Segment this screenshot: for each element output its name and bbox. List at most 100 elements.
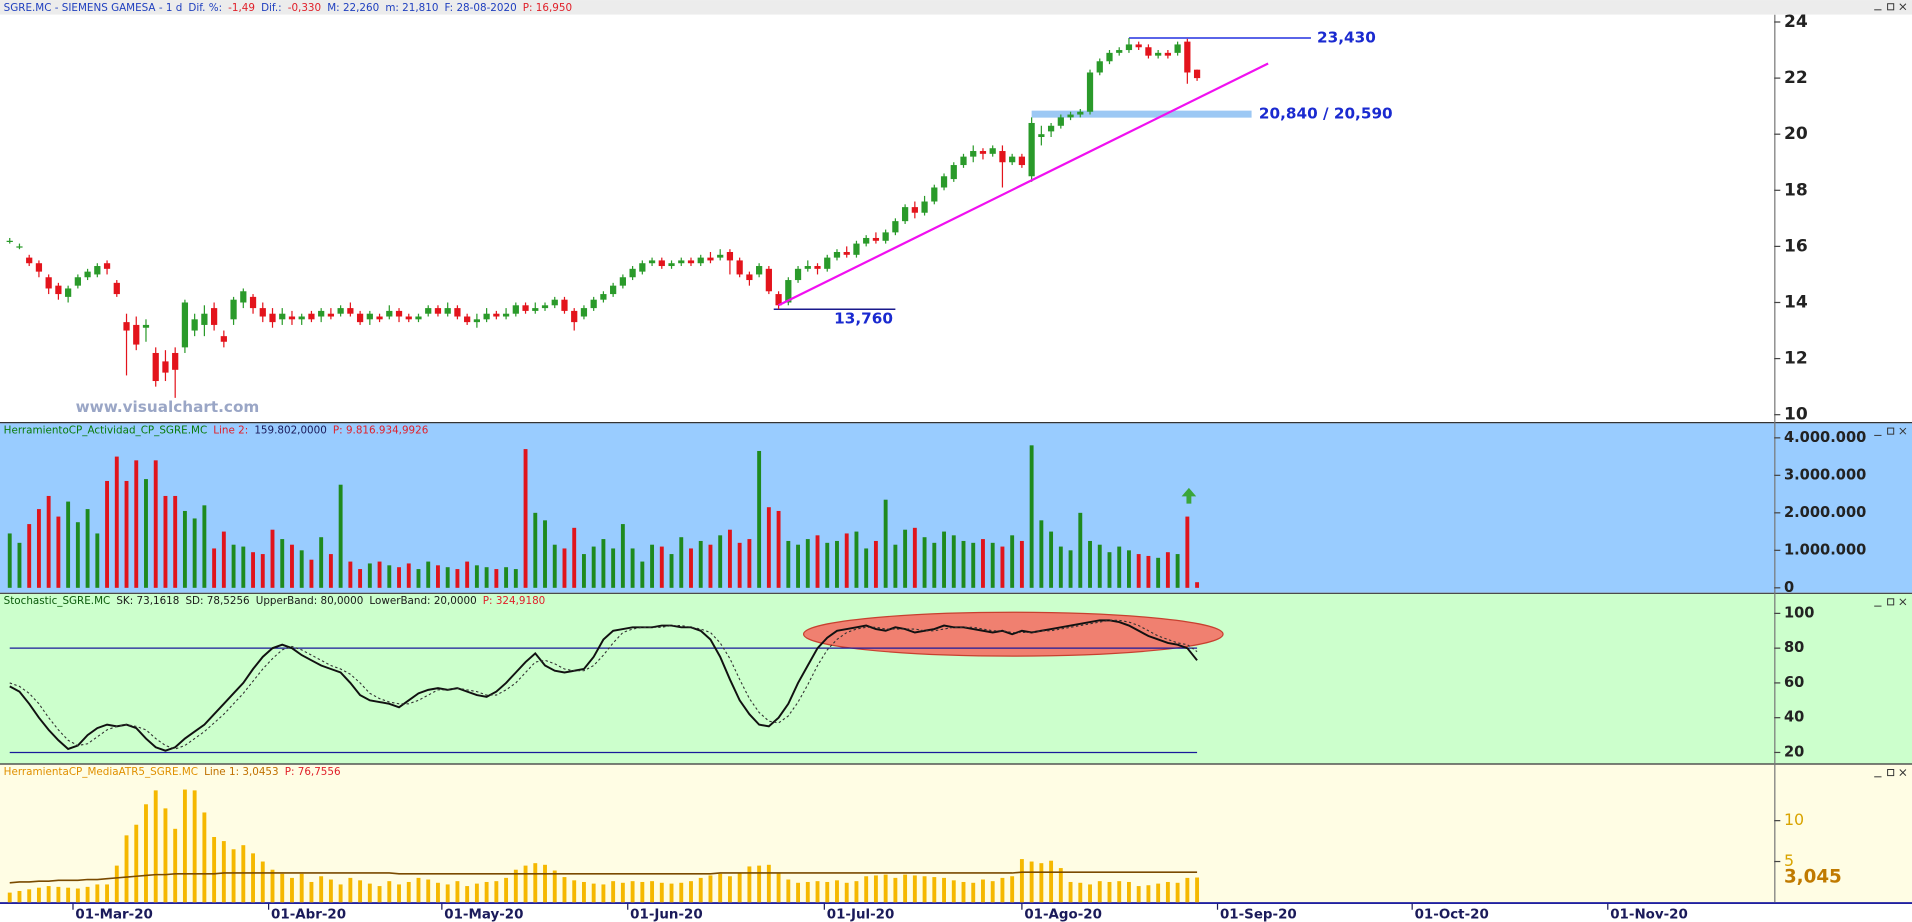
bar [581, 554, 586, 588]
bar [796, 882, 800, 903]
candle-body [327, 313, 335, 317]
candle-body [882, 232, 889, 241]
bar [484, 881, 489, 903]
bar [406, 881, 411, 903]
bar [815, 535, 820, 588]
bar [7, 533, 12, 588]
level-label: 23,430 [1317, 28, 1376, 46]
bar [708, 544, 713, 588]
bar [659, 882, 664, 903]
header-item: -1,49 [228, 2, 255, 14]
bar [95, 533, 100, 588]
bar [737, 542, 742, 588]
candle-body [65, 288, 72, 297]
bar [36, 509, 41, 588]
bar [669, 883, 674, 903]
title-bar [0, 0, 1912, 15]
x-tick-label: 01-Sep-20 [1220, 908, 1297, 922]
bar [981, 879, 985, 903]
bar [46, 886, 51, 903]
bar [1185, 877, 1190, 903]
bar [533, 863, 538, 903]
bar [513, 569, 518, 588]
candle-body [26, 257, 33, 264]
atr-panel [0, 764, 1912, 903]
bar [1078, 882, 1083, 903]
y-tick-label: 1.000.000 [1784, 541, 1866, 558]
bar [465, 561, 470, 588]
support-zone [1031, 110, 1252, 118]
candle-body [989, 148, 996, 154]
volume-plot [7, 445, 1200, 588]
x-tick-label: 01-Jul-20 [827, 908, 895, 922]
bar [367, 883, 372, 903]
header-item: UpperBand: 80,0000 [256, 595, 364, 607]
bar [873, 875, 878, 903]
series-line [9, 619, 1198, 750]
candle-body [376, 316, 383, 320]
candle-body [162, 361, 169, 373]
candle-body [746, 274, 753, 281]
bar [1117, 546, 1122, 588]
bar [231, 544, 236, 588]
bar [299, 873, 304, 903]
bar [1195, 582, 1200, 588]
bar [1175, 882, 1180, 903]
bar [367, 563, 372, 588]
bar [864, 876, 869, 903]
bar [105, 480, 110, 588]
bar [474, 565, 479, 588]
candle-body [55, 285, 62, 295]
bar [689, 881, 693, 903]
candle-body [833, 252, 841, 258]
bar [299, 550, 304, 588]
bar [786, 879, 791, 903]
bar [591, 546, 596, 588]
bar [669, 554, 674, 588]
candle-body [103, 263, 111, 269]
candle-body [318, 310, 325, 317]
date-axis [0, 902, 1912, 922]
bar [66, 501, 71, 588]
bar [650, 544, 655, 588]
bar [543, 520, 547, 588]
candle-body [1106, 52, 1113, 62]
y-tick-label: 16 [1784, 236, 1808, 256]
bar [1156, 883, 1161, 903]
candle-body [386, 310, 393, 317]
y-tick-label: 2.000.000 [1784, 504, 1866, 521]
bar [1000, 877, 1005, 903]
candle-body [541, 305, 549, 309]
candle-body [308, 313, 315, 320]
bar [202, 812, 207, 903]
y-tick-label: 12 [1784, 349, 1808, 369]
volume-panel [0, 423, 1912, 593]
bar [319, 537, 324, 588]
bar [854, 881, 859, 903]
bar [1127, 550, 1131, 588]
bar [484, 567, 489, 588]
candle-body [210, 308, 218, 325]
bar [1010, 876, 1015, 903]
zone-label: 20,840 / 20,590 [1259, 105, 1393, 123]
bar [718, 535, 723, 588]
bar [251, 552, 255, 588]
bar [124, 835, 129, 903]
bar [328, 554, 333, 588]
bar [1058, 868, 1063, 903]
candle-body [16, 246, 23, 248]
candle-body [697, 257, 704, 264]
bar [426, 879, 431, 903]
bar [358, 880, 363, 903]
bar [873, 540, 878, 588]
bar [455, 881, 460, 903]
bar [377, 886, 382, 903]
bar [727, 529, 732, 588]
bar [912, 875, 917, 903]
y-tick-label: 40 [1784, 709, 1804, 726]
bar [173, 828, 178, 903]
candle-body [1174, 44, 1181, 53]
candle-body [201, 313, 208, 325]
bar [1068, 881, 1073, 903]
bar [844, 533, 849, 588]
